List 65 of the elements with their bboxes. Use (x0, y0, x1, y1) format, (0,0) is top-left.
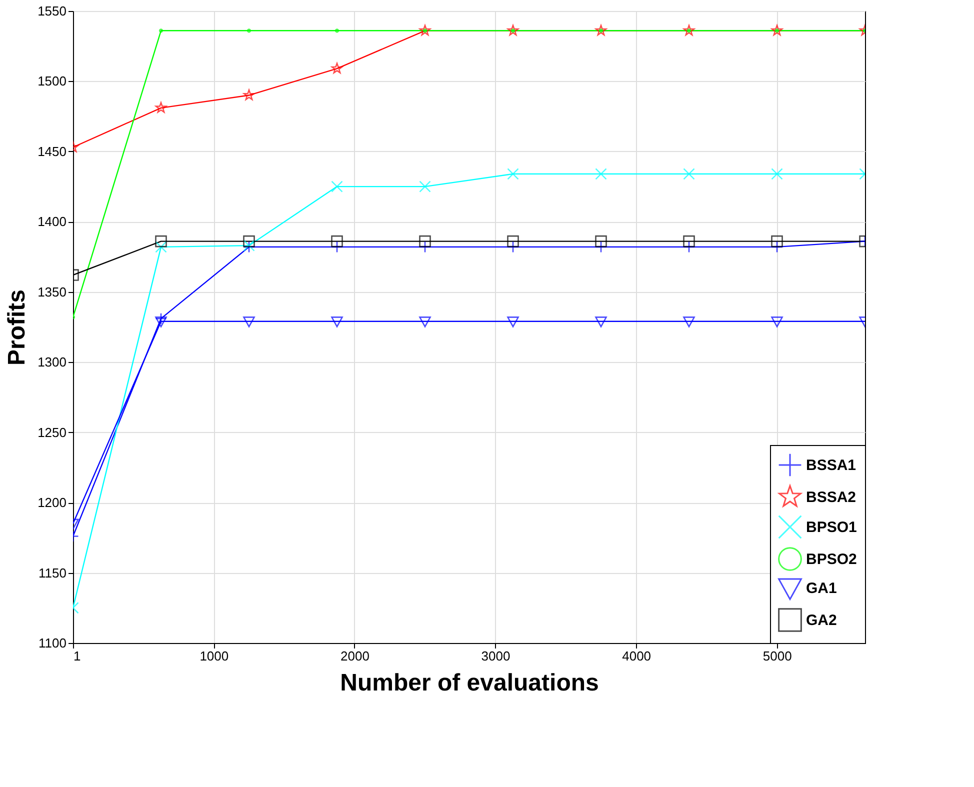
point (595, 316, 607, 328)
point (243, 235, 255, 248)
y-tick-label: 1250 (38, 424, 66, 440)
x-tick-label: 1 (74, 648, 81, 664)
y-axis-title: Profits (4, 289, 31, 366)
point (155, 241, 167, 253)
point (683, 235, 695, 248)
point (771, 316, 783, 328)
legend-label: BPSO2 (806, 551, 857, 568)
point (595, 168, 607, 180)
point (155, 316, 167, 328)
point (595, 235, 607, 248)
point (243, 89, 255, 100)
x-tick-label: 2000 (340, 648, 370, 664)
point (683, 168, 695, 180)
x-axis-title: Number of evaluations (340, 670, 599, 696)
point (771, 235, 783, 248)
x-tick-label: 1000 (200, 648, 229, 664)
point (419, 180, 431, 192)
y-tick-label: 1150 (38, 565, 66, 580)
point (334, 28, 340, 33)
y-tick-label: 1400 (38, 214, 66, 230)
legend-label: BSSA1 (806, 457, 856, 474)
point (155, 312, 167, 324)
point (419, 24, 431, 36)
point (155, 235, 167, 248)
legend-label: GA1 (806, 580, 837, 597)
y-tick-label: 1100 (38, 636, 66, 650)
point (595, 24, 607, 36)
point (243, 316, 255, 328)
point (158, 28, 164, 33)
point (331, 241, 343, 253)
point (683, 241, 695, 253)
point (683, 24, 695, 36)
point (771, 168, 783, 180)
legend-label: BPSO1 (806, 519, 857, 536)
point (507, 316, 519, 328)
y-tick-label: 1550 (38, 4, 66, 18)
legend-label: BSSA2 (806, 489, 856, 506)
y-tick-label: 1200 (38, 495, 66, 510)
point (507, 24, 519, 36)
y-tick-label: 1450 (38, 144, 66, 159)
x-tick-label: 4000 (622, 648, 652, 664)
x-tick-label: 3000 (481, 648, 510, 664)
point (683, 316, 695, 328)
point (771, 241, 783, 253)
legend-label: GA2 (806, 612, 837, 629)
point (419, 235, 431, 248)
y-tick-label: 1350 (38, 284, 66, 300)
point (331, 62, 343, 74)
point (419, 241, 431, 253)
point (419, 316, 431, 328)
point (155, 102, 167, 113)
point (331, 180, 343, 192)
point (595, 241, 607, 253)
point (331, 316, 343, 328)
y-tick-label: 1500 (38, 74, 66, 89)
x-tick-label: 5000 (762, 648, 792, 664)
point (507, 235, 519, 248)
point (507, 168, 519, 180)
point (771, 24, 783, 36)
point (331, 235, 343, 248)
y-tick-label: 1300 (38, 354, 66, 370)
point (246, 28, 252, 33)
point (507, 241, 519, 253)
